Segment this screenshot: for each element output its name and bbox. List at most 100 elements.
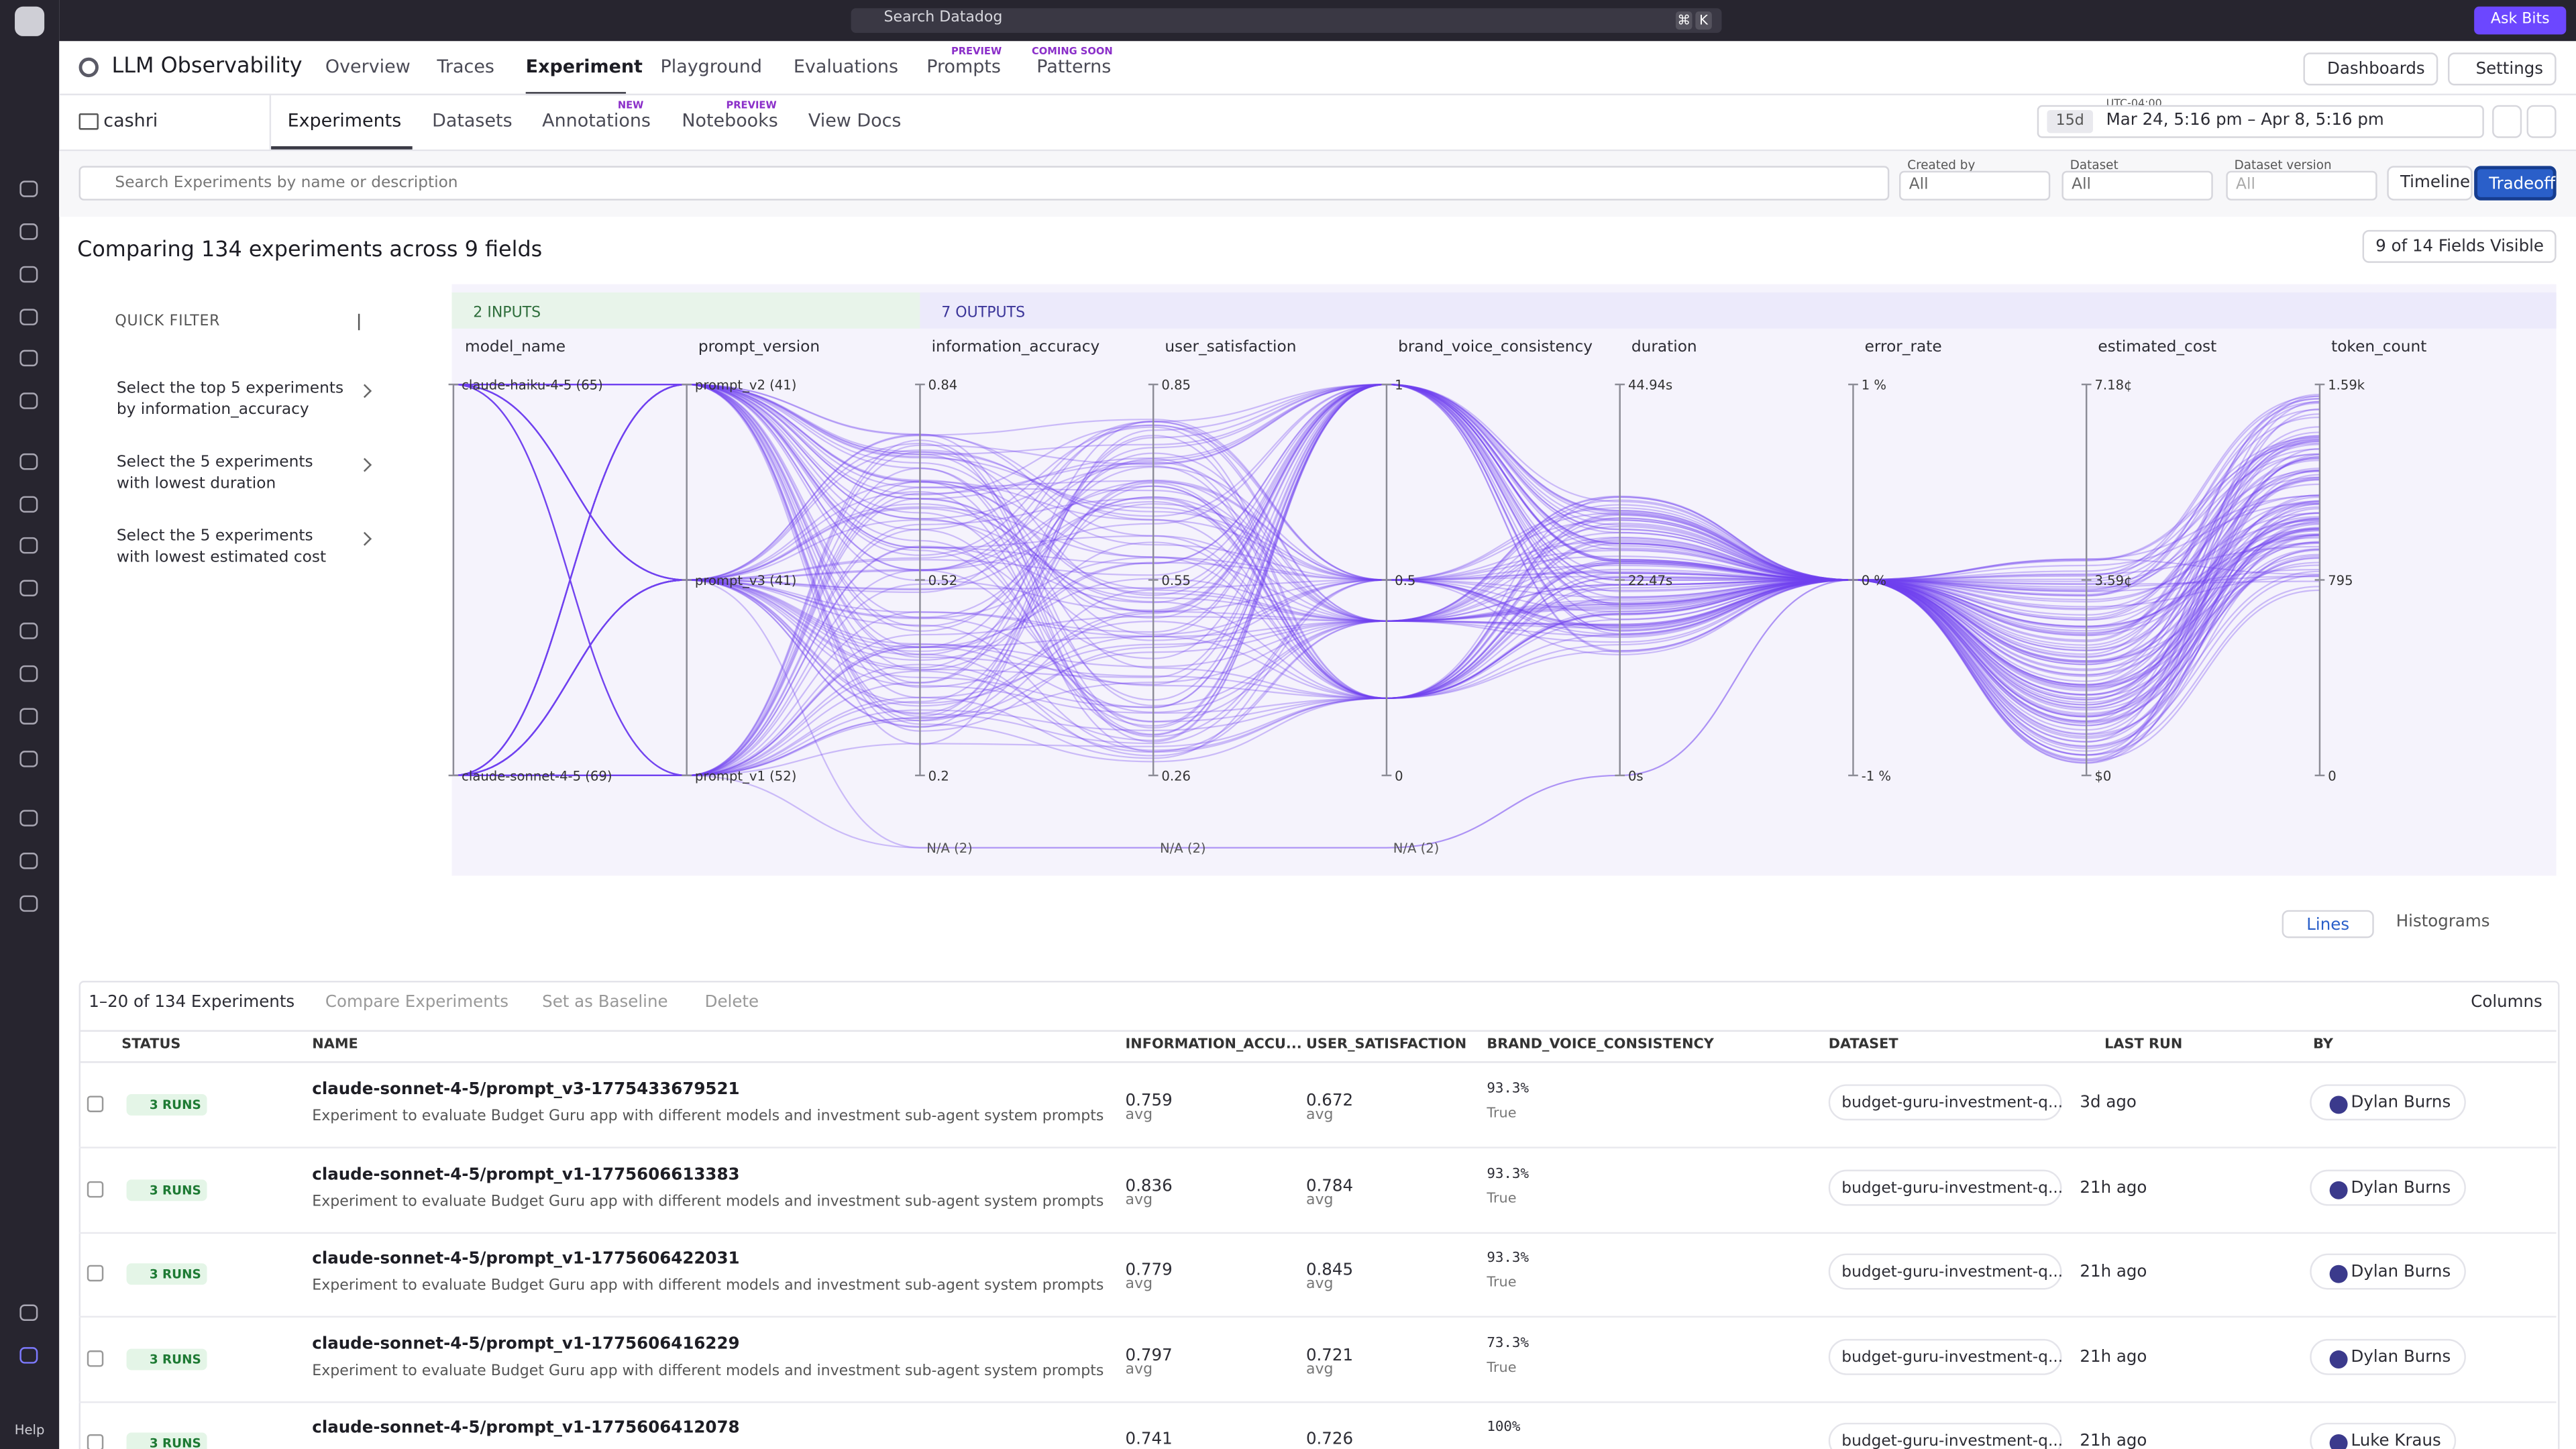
sub-tab[interactable]: Experiments: [287, 110, 402, 131]
column-header: LAST RUN: [2104, 1036, 2183, 1053]
sub-tab[interactable]: View Docs: [808, 110, 902, 131]
quick-filter-item[interactable]: Select the 5 experiments with lowest est…: [116, 527, 327, 567]
metric: 0.741: [1125, 1431, 1173, 1449]
dataset[interactable]: budget-guru-investment-q...: [1828, 1422, 2063, 1449]
nav-icon[interactable]: [19, 810, 38, 826]
nav-tab[interactable]: Overview: [325, 56, 411, 78]
dataset[interactable]: budget-guru-investment-q...: [1828, 1169, 2063, 1205]
columns-button[interactable]: Columns: [2471, 994, 2542, 1012]
nav-icon[interactable]: [19, 895, 38, 912]
owner[interactable]: Dylan Burns: [2310, 1338, 2466, 1375]
nav-tab[interactable]: Prompts: [926, 56, 1001, 78]
divider: [78, 1030, 2557, 1032]
nav-icon[interactable]: [19, 180, 38, 197]
nav-icon[interactable]: [19, 1304, 38, 1321]
quick-filter-item[interactable]: Select the top 5 experiments by informat…: [116, 379, 344, 419]
dataset[interactable]: budget-guru-investment-q...: [1828, 1338, 2063, 1375]
experiment-name[interactable]: claude-sonnet-4-5/prompt_v1-177560642203…: [312, 1250, 740, 1269]
experiment-line: [453, 383, 2320, 756]
next[interactable]: [2526, 105, 2557, 138]
axis-tick-label: 0.84: [928, 377, 958, 392]
owner[interactable]: Dylan Burns: [2310, 1084, 2466, 1121]
row-divider: [78, 1400, 2557, 1403]
nav-icon[interactable]: [19, 223, 38, 240]
nav-icon[interactable]: [19, 266, 38, 283]
nav-icon[interactable]: [19, 496, 38, 513]
select[interactable]: [1899, 170, 2051, 201]
nav-icon[interactable]: [19, 453, 38, 470]
table-action[interactable]: Delete: [704, 994, 759, 1012]
experiment-line: [453, 497, 2320, 777]
experiment-line: [453, 383, 2320, 777]
quick-filter-item[interactable]: Select the 5 experiments with lowest dur…: [116, 453, 313, 493]
metric: 93.3%: [1487, 1250, 1529, 1267]
view-timeline[interactable]: Timeline: [2387, 166, 2473, 201]
nav-icon[interactable]: [19, 708, 38, 725]
nav-icon[interactable]: [19, 1347, 38, 1364]
experiment-line: [453, 383, 2320, 724]
nav-tab[interactable]: Playground: [660, 56, 762, 78]
sub-tab[interactable]: Annotations: [542, 110, 651, 131]
experiment-line: [453, 470, 2320, 777]
experiment-lines: [453, 383, 2320, 849]
nav-icon[interactable]: [19, 623, 38, 639]
experiment-line: [453, 383, 2320, 777]
experiment-name[interactable]: claude-sonnet-4-5/prompt_v1-177560641207…: [312, 1419, 740, 1438]
nav-icon[interactable]: [19, 350, 38, 367]
nav-icon[interactable]: [19, 392, 38, 409]
select[interactable]: [2061, 170, 2213, 201]
owner[interactable]: Dylan Burns: [2310, 1169, 2466, 1205]
global-search[interactable]: Search Datadog ⌘ K: [851, 8, 1722, 33]
range-pill[interactable]: 15d: [2047, 110, 2094, 133]
experiment-line: [453, 383, 2320, 777]
ask-bits[interactable]: Ask Bits: [2474, 6, 2567, 35]
mode-lines[interactable]: Lines: [2282, 910, 2374, 938]
dataset[interactable]: budget-guru-investment-q...: [1828, 1084, 2063, 1121]
header-button[interactable]: Dashboards: [2303, 52, 2438, 86]
help[interactable]: Help: [14, 1422, 45, 1438]
table-action[interactable]: Compare Experiments: [325, 994, 509, 1012]
fields-button[interactable]: 9 of 14 Fields Visible: [2362, 229, 2557, 263]
project[interactable]: cashri: [103, 110, 158, 131]
experiment-line: [453, 383, 2320, 688]
checkbox[interactable]: [87, 1434, 104, 1449]
nav-icon[interactable]: [19, 580, 38, 596]
experiment-line: [453, 383, 2320, 629]
header-button[interactable]: Settings: [2447, 52, 2557, 86]
time-range[interactable]: Mar 24, 5:16 pm – Apr 8, 5:16 pm: [2106, 111, 2384, 130]
nav-tab[interactable]: Evaluations: [793, 56, 899, 78]
experiment-name[interactable]: claude-sonnet-4-5/prompt_v3-177543367952…: [312, 1081, 740, 1099]
nav-tab[interactable]: Traces: [437, 56, 494, 78]
nav-icon[interactable]: [19, 537, 38, 554]
checkbox[interactable]: [87, 1265, 104, 1282]
last-run: 21h ago: [2080, 1263, 2147, 1282]
owner[interactable]: Luke Kraus: [2310, 1422, 2456, 1449]
collapse[interactable]: [358, 313, 374, 331]
table-action[interactable]: Set as Baseline: [542, 994, 668, 1012]
experiment-name[interactable]: claude-sonnet-4-5/prompt_v1-177560641622…: [312, 1334, 740, 1353]
checkbox[interactable]: [87, 1349, 104, 1366]
outputs-band: [920, 292, 2557, 329]
dataset[interactable]: budget-guru-investment-q...: [1828, 1253, 2063, 1290]
nav-icon[interactable]: [19, 309, 38, 325]
experiment-line: [453, 460, 2320, 777]
experiment-name[interactable]: claude-sonnet-4-5/prompt_v1-177560661338…: [312, 1165, 740, 1184]
owner[interactable]: Dylan Burns: [2310, 1253, 2466, 1290]
nav-icon[interactable]: [19, 853, 38, 869]
select[interactable]: [2226, 170, 2377, 201]
checkbox[interactable]: [87, 1180, 104, 1197]
sub-tab[interactable]: Datasets: [432, 110, 513, 131]
prev[interactable]: [2492, 105, 2522, 138]
view-tradeoff[interactable]: Tradeoff: [2474, 166, 2557, 201]
experiment-line: [453, 507, 2320, 777]
nav-icon[interactable]: [19, 751, 38, 767]
mode-histograms[interactable]: Histograms: [2396, 913, 2490, 932]
nav-tab[interactable]: Patterns: [1036, 56, 1112, 78]
checkbox[interactable]: [87, 1095, 104, 1112]
exp-search[interactable]: [78, 166, 1890, 201]
nav-tab[interactable]: Experiment: [525, 56, 643, 78]
sub-tab[interactable]: Notebooks: [682, 110, 778, 131]
select-label: Created by: [1907, 158, 1976, 173]
nav-icon[interactable]: [19, 665, 38, 682]
experiment-line: [453, 383, 2320, 777]
